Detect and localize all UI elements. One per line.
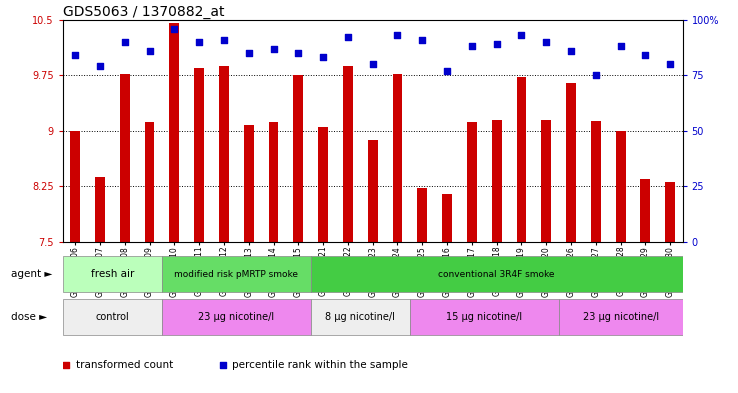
Bar [169, 23, 179, 242]
Bar [95, 176, 105, 242]
Point [277, 219, 289, 226]
Bar [368, 140, 378, 242]
Point [69, 52, 81, 58]
Bar [343, 66, 353, 242]
Point [590, 72, 601, 78]
Point [392, 32, 404, 39]
Bar [615, 130, 626, 242]
Bar [244, 125, 254, 242]
Text: percentile rank within the sample: percentile rank within the sample [232, 360, 408, 371]
Point [119, 39, 131, 45]
Bar [492, 119, 502, 242]
Bar [641, 179, 650, 242]
Bar [162, 299, 311, 335]
Bar [541, 119, 551, 242]
Bar [70, 130, 80, 242]
Text: agent ►: agent ► [11, 269, 52, 279]
Point [540, 39, 552, 45]
Point [218, 37, 230, 43]
Bar [311, 299, 410, 335]
Text: transformed count: transformed count [76, 360, 173, 371]
Bar [269, 122, 278, 242]
Point [243, 50, 255, 56]
Point [491, 41, 503, 47]
Point [268, 45, 280, 51]
Bar [145, 122, 154, 242]
Text: conventional 3R4F smoke: conventional 3R4F smoke [438, 270, 555, 279]
Point [664, 61, 676, 67]
Bar [417, 188, 427, 242]
Text: 23 μg nicotine/l: 23 μg nicotine/l [199, 312, 275, 322]
Bar [467, 122, 477, 242]
Point [168, 26, 180, 32]
Text: fresh air: fresh air [91, 269, 134, 279]
Bar [120, 74, 130, 242]
Bar [665, 182, 675, 242]
Point [193, 39, 205, 45]
Bar [566, 83, 576, 242]
Text: dose ►: dose ► [11, 312, 47, 322]
Text: 23 μg nicotine/l: 23 μg nicotine/l [582, 312, 659, 322]
Bar [442, 194, 452, 242]
Text: GDS5063 / 1370882_at: GDS5063 / 1370882_at [63, 5, 224, 18]
Text: 8 μg nicotine/l: 8 μg nicotine/l [325, 312, 396, 322]
Point [466, 43, 477, 50]
Point [416, 37, 428, 43]
Point [292, 50, 304, 56]
Bar [517, 77, 526, 242]
Bar [591, 121, 601, 242]
Point [317, 54, 329, 61]
Bar [63, 299, 162, 335]
Point [144, 48, 156, 54]
Bar [410, 299, 559, 335]
Point [615, 43, 627, 50]
Bar [63, 256, 162, 292]
Bar [311, 256, 683, 292]
Point [565, 48, 577, 54]
Bar [318, 127, 328, 242]
Text: 15 μg nicotine/l: 15 μg nicotine/l [446, 312, 523, 322]
Point [516, 32, 528, 39]
Point [94, 63, 106, 70]
Bar [559, 299, 683, 335]
Point [342, 34, 354, 40]
Bar [293, 75, 303, 242]
Point [441, 68, 453, 74]
Bar [393, 74, 402, 242]
Point [640, 52, 652, 58]
Point [367, 61, 379, 67]
Bar [162, 256, 311, 292]
Text: modified risk pMRTP smoke: modified risk pMRTP smoke [174, 270, 298, 279]
Bar [219, 66, 229, 242]
Text: control: control [95, 312, 129, 322]
Bar [194, 68, 204, 242]
